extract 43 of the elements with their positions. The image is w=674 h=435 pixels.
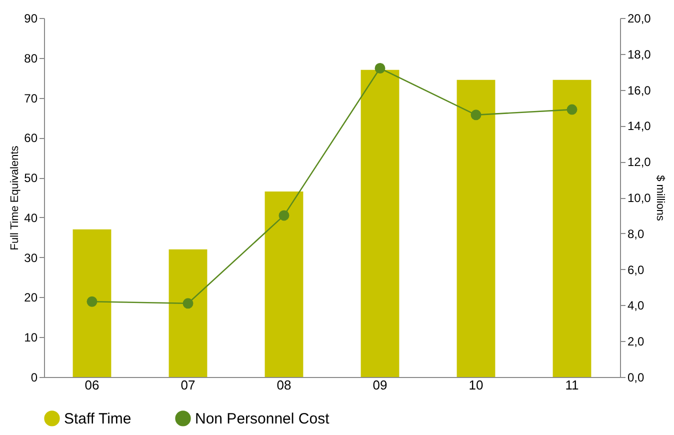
y2-tick-label: 0,0 xyxy=(628,370,645,384)
bar xyxy=(168,249,208,377)
y-tick-label: 10 xyxy=(24,330,38,345)
point xyxy=(470,110,482,120)
y-axis-title: Full Time Equivalents xyxy=(9,145,22,250)
y2-tick-label: 16,0 xyxy=(628,83,652,98)
y-tick-label: 20 xyxy=(24,290,38,305)
y2-tick-label: 18,0 xyxy=(628,47,652,62)
point xyxy=(566,104,578,115)
bar xyxy=(360,70,400,377)
x-tick-label: 06 xyxy=(84,378,100,392)
bar xyxy=(552,80,592,377)
bar xyxy=(264,192,304,377)
point xyxy=(374,63,386,74)
y2-tick-label: 6,0 xyxy=(628,262,645,277)
y2-tick-label: 8,0 xyxy=(628,226,645,241)
y-tick-label: 50 xyxy=(24,171,38,186)
legend-label: Staff Time xyxy=(64,410,132,428)
y-tick-label: 70 xyxy=(24,91,38,106)
y-tick-label: 0 xyxy=(30,370,38,384)
y2-tick-label: 10,0 xyxy=(628,191,652,205)
bar xyxy=(72,229,112,377)
x-tick-label: 10 xyxy=(468,378,484,392)
x-tick-label: 07 xyxy=(180,378,196,392)
y-tick-label: 60 xyxy=(24,131,38,146)
y2-tick-label: 14,0 xyxy=(628,119,652,134)
bar xyxy=(456,80,496,377)
y2-tick-label: 12,0 xyxy=(628,155,652,170)
y-tick-label: 40 xyxy=(24,210,38,225)
y-tick-label: 30 xyxy=(24,250,38,265)
y2-axis-title: $ millions xyxy=(654,175,666,222)
point xyxy=(278,210,290,221)
y2-tick-label: 4,0 xyxy=(628,298,645,313)
x-tick-label: 08 xyxy=(276,378,292,392)
x-tick-label: 11 xyxy=(565,378,579,392)
y-tick-label: 80 xyxy=(24,51,38,66)
y2-tick-label: 20,0 xyxy=(628,12,652,26)
y2-tick-label: 2,0 xyxy=(628,334,645,349)
legend-label: Non Personnel Cost xyxy=(195,410,330,428)
point xyxy=(86,296,98,307)
x-tick-label: 09 xyxy=(372,378,388,392)
point xyxy=(182,298,194,309)
y-tick-label: 90 xyxy=(24,12,38,26)
